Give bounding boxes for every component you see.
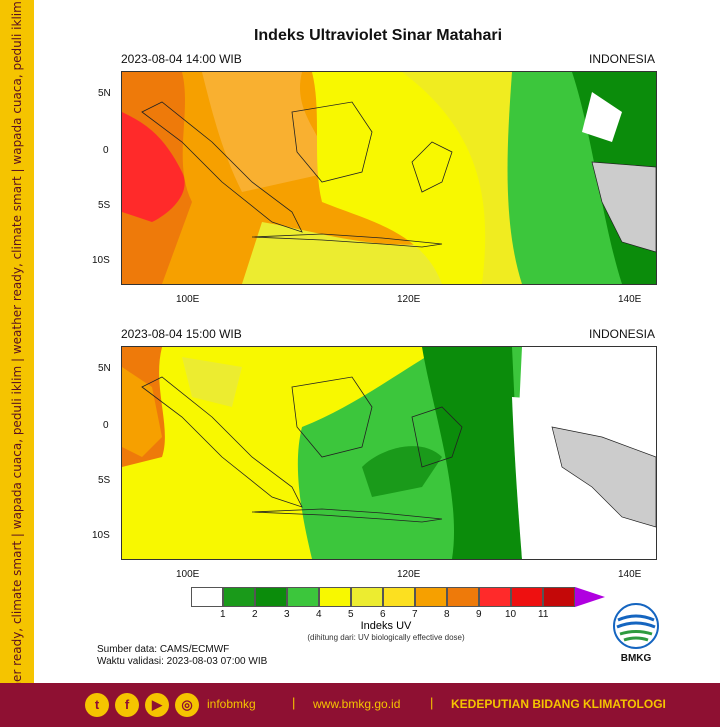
map2-datetime: 2023-08-04 15:00 WIB: [121, 327, 242, 341]
map2-lat-10s: 10S: [92, 530, 110, 541]
validity-time: Waktu validasi: 2023-08-03 07:00 WIB: [97, 656, 268, 667]
legend-arrow-shape: [575, 587, 605, 607]
map1-lat-10s: 10S: [92, 255, 110, 266]
footer-department: KEDEPUTIAN BIDANG KLIMATOLOGI: [451, 697, 666, 711]
legend-subtitle: (dihitung dari: UV biologically effectiv…: [307, 633, 465, 642]
legend-tick: 7: [412, 609, 418, 620]
twitter-icon[interactable]: t: [85, 693, 109, 717]
legend-swatch: [223, 587, 255, 607]
legend-tick: 9: [476, 609, 482, 620]
map2-region: INDONESIA: [588, 327, 655, 341]
map1-lat-0: 0: [103, 145, 109, 156]
footer-website[interactable]: www.bmkg.go.id: [313, 697, 401, 711]
footer-handle[interactable]: infobmkg: [207, 697, 256, 711]
map2-lat-5s: 5S: [98, 475, 111, 486]
legend-swatch: [479, 587, 511, 607]
bmkg-logo-text: BMKG: [620, 653, 652, 664]
map1-lat-5s: 5S: [98, 200, 111, 211]
uv-map-1500-svg: [122, 347, 656, 559]
legend-swatch: [415, 587, 447, 607]
facebook-icon[interactable]: f: [115, 693, 139, 717]
map2-lat-0: 0: [103, 420, 109, 431]
map1-lon-100e: 100E: [176, 294, 200, 305]
youtube-icon[interactable]: ▶: [145, 693, 169, 717]
legend-tick: 11: [538, 609, 549, 620]
legend-tick: 6: [380, 609, 386, 620]
map2-lon-140e: 140E: [618, 569, 642, 580]
bmkg-logo-icon: [613, 603, 659, 649]
legend-tick: 10: [505, 609, 517, 620]
legend-swatch: [191, 587, 223, 607]
map1-lat-5n: 5N: [98, 88, 111, 99]
map1-lon-120e: 120E: [397, 294, 421, 305]
page-title: Indeks Ultraviolet Sinar Matahari: [253, 27, 503, 44]
map2-lat-5n: 5N: [98, 363, 111, 374]
legend-swatch: [383, 587, 415, 607]
map1-datetime: 2023-08-04 14:00 WIB: [121, 52, 242, 66]
uv-map-1500: [121, 346, 657, 560]
map2-lon-120e: 120E: [397, 569, 421, 580]
instagram-icon[interactable]: ◎: [175, 693, 199, 717]
legend-tick: 3: [284, 609, 290, 620]
side-banner: weather ready, climate smart | wapada cu…: [0, 0, 34, 727]
footer-divider: |: [430, 695, 434, 710]
legend-swatch: [319, 587, 351, 607]
map1-region: INDONESIA: [588, 52, 655, 66]
data-source: Sumber data: CAMS/ECMWF: [97, 644, 230, 655]
legend-swatch: [255, 587, 287, 607]
legend-tick: 4: [316, 609, 322, 620]
legend-tick: 5: [348, 609, 354, 620]
legend-swatch: [447, 587, 479, 607]
legend-title: Indeks UV: [360, 620, 412, 632]
legend-tick: 1: [220, 609, 226, 620]
uv-map-1400-svg: [122, 72, 656, 284]
legend-tick: 8: [444, 609, 450, 620]
side-banner-text: weather ready, climate smart | wapada cu…: [10, 1, 24, 719]
map1-lon-140e: 140E: [618, 294, 642, 305]
map2-lon-100e: 100E: [176, 569, 200, 580]
legend-arrow-icon: [575, 587, 605, 607]
footer-divider: |: [292, 695, 296, 710]
legend-tick: 2: [252, 609, 258, 620]
legend-swatch: [287, 587, 319, 607]
legend-swatch: [351, 587, 383, 607]
uv-map-1400: [121, 71, 657, 285]
legend-swatch: [543, 587, 575, 607]
legend-swatch: [511, 587, 543, 607]
